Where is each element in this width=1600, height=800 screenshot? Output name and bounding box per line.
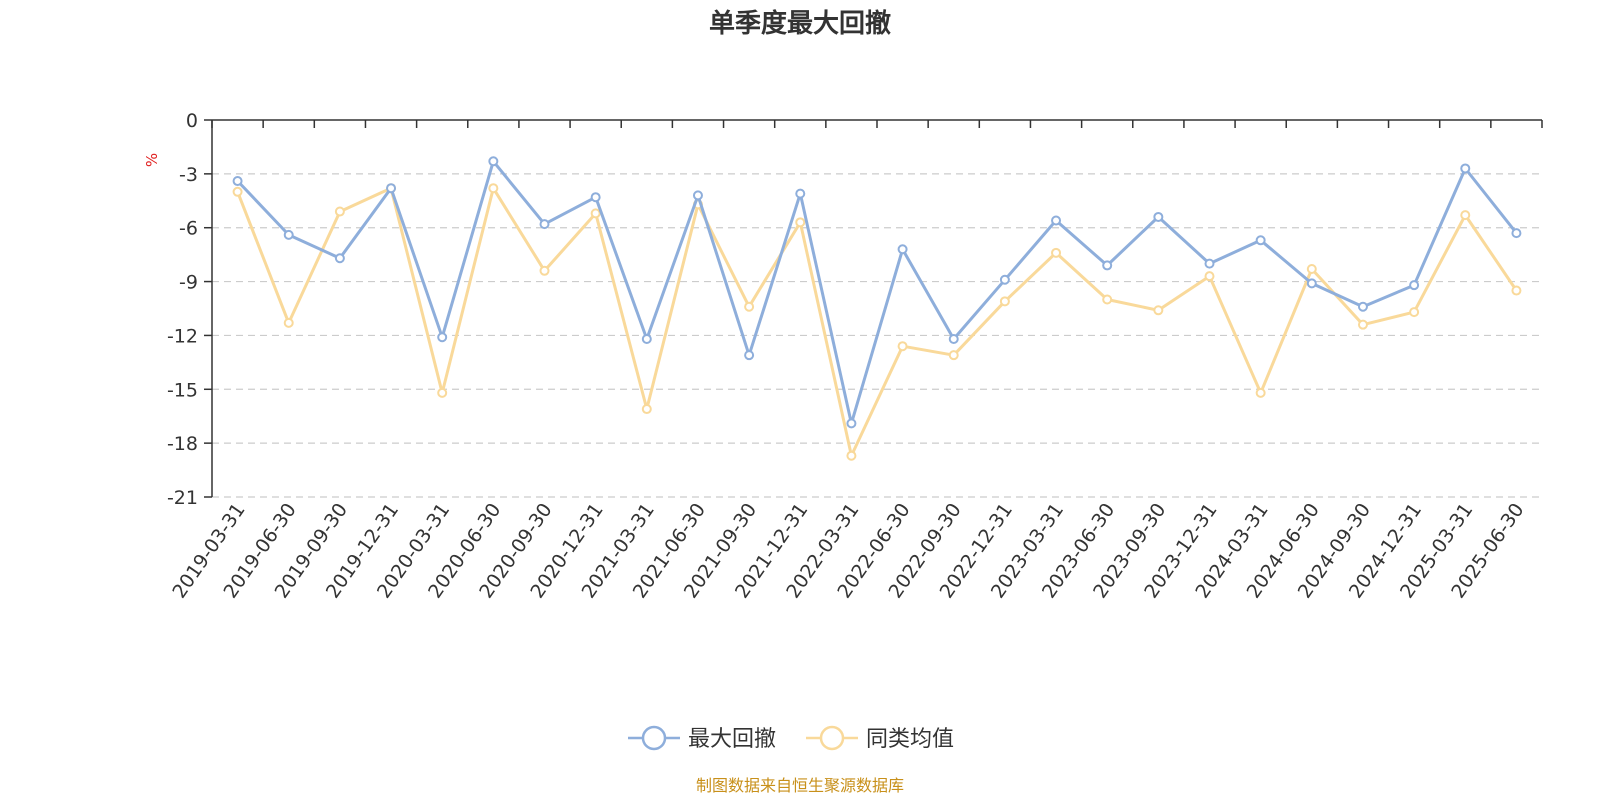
grid-lines: [212, 173, 1542, 498]
data-point: [283, 317, 294, 328]
data-point: [999, 274, 1010, 285]
data-point: [488, 183, 499, 194]
data-point: [334, 206, 345, 217]
data-point: [539, 219, 550, 230]
data-point: [232, 186, 243, 197]
data-point: [1102, 294, 1113, 305]
data-point: [795, 217, 806, 228]
data-point: [334, 253, 345, 264]
data-point: [437, 332, 448, 343]
data-point: [1460, 210, 1471, 221]
series-line: [236, 186, 1518, 458]
legend-item-1[interactable]: 同类均值: [806, 725, 954, 752]
data-point: [1511, 285, 1522, 296]
data-point: [1460, 163, 1471, 174]
data-point: [1204, 271, 1215, 282]
data-point: [1153, 211, 1164, 222]
y-tick-label: -21: [167, 487, 198, 509]
data-point: [948, 334, 959, 345]
data-point: [1051, 215, 1062, 226]
data-point: [1409, 280, 1420, 291]
data-point: [590, 192, 601, 203]
data-point: [1306, 278, 1317, 289]
data-point: [897, 244, 908, 255]
y-tick-label: -12: [167, 325, 198, 347]
data-point: [999, 296, 1010, 307]
series-line: [236, 159, 1518, 425]
data-point: [1204, 258, 1215, 269]
source-note: 制图数据来自恒生聚源数据库: [696, 776, 904, 795]
legend-item-0[interactable]: 最大回撤: [628, 725, 776, 752]
legend-marker: [819, 725, 845, 751]
y-axis-unit-label: %: [143, 153, 161, 167]
axes: 0-3-6-9-12-15-18-212019-03-312019-06-302…: [167, 110, 1543, 602]
data-point: [948, 350, 959, 361]
series-lines: [232, 156, 1522, 461]
data-point: [283, 229, 294, 240]
series-1: [232, 183, 1522, 461]
data-point: [590, 208, 601, 219]
y-tick-label: 0: [186, 110, 198, 132]
y-tick-label: -3: [179, 164, 198, 186]
data-point: [692, 190, 703, 201]
data-point: [1102, 260, 1113, 271]
data-point: [1153, 305, 1164, 316]
y-tick-label: -15: [167, 379, 198, 401]
data-point: [437, 387, 448, 398]
legend-label: 同类均值: [866, 727, 954, 752]
data-point: [1255, 235, 1266, 246]
y-tick-label: -6: [179, 218, 198, 240]
legend-label: 最大回撤: [688, 727, 776, 752]
data-point: [846, 450, 857, 461]
data-point: [1357, 319, 1368, 330]
chart-title: 单季度最大回撤: [709, 8, 891, 39]
y-tick-label: -9: [179, 272, 198, 294]
data-point: [744, 301, 755, 312]
legend-marker: [641, 725, 667, 751]
y-tick-label: -18: [167, 433, 198, 455]
data-point: [1051, 247, 1062, 258]
data-point: [1306, 264, 1317, 275]
series-0: [232, 156, 1522, 429]
data-point: [1255, 387, 1266, 398]
data-point: [539, 265, 550, 276]
data-point: [1511, 228, 1522, 239]
data-point: [846, 418, 857, 429]
data-point: [386, 183, 397, 194]
data-point: [744, 350, 755, 361]
data-point: [795, 188, 806, 199]
legend[interactable]: 最大回撤 同类均值: [628, 725, 954, 752]
data-point: [1357, 301, 1368, 312]
data-point: [1409, 307, 1420, 318]
data-point: [897, 341, 908, 352]
data-point: [232, 176, 243, 187]
data-point: [641, 334, 652, 345]
data-point: [488, 156, 499, 167]
data-point: [641, 404, 652, 415]
